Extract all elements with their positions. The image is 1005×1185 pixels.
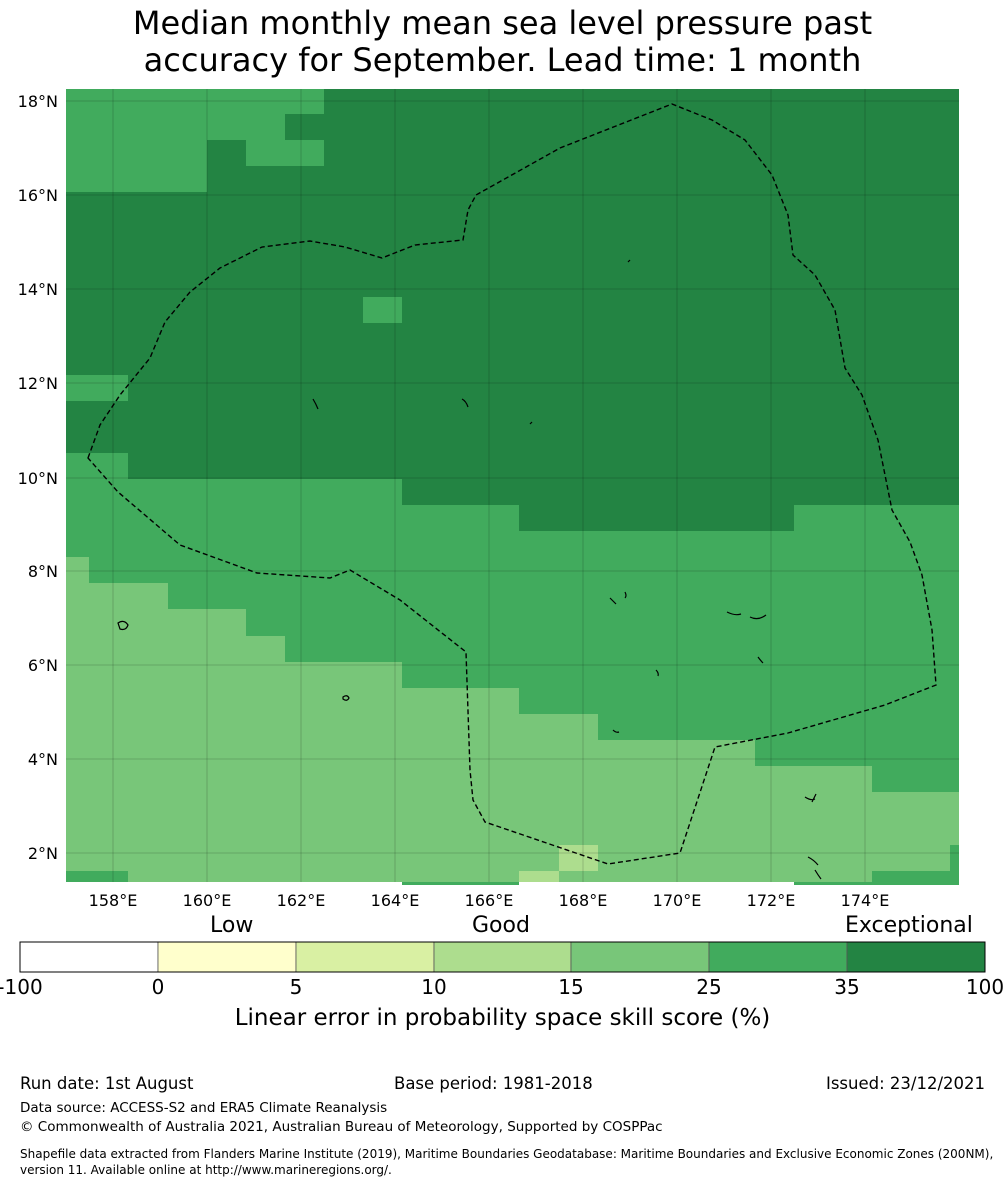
islands xyxy=(117,259,822,880)
latitude-label: 6°N xyxy=(28,656,58,675)
colorbar-segment xyxy=(295,941,435,973)
colorbar-tick: 100 xyxy=(965,975,1005,999)
latitude-labels: 18°N 16°N 14°N 12°N 10°N 8°N 6°N 4°N 2°N xyxy=(18,92,58,863)
skill-cell xyxy=(66,114,285,140)
longitude-label: 168°E xyxy=(559,891,608,910)
skill-cell xyxy=(285,662,402,882)
skill-cell xyxy=(66,557,89,882)
colorbar-tick: 10 xyxy=(421,975,447,999)
shapefile-credit-2: version 11. Available online at http://w… xyxy=(20,1163,392,1177)
longitude-label: 172°E xyxy=(747,891,796,910)
colorbar-segment xyxy=(433,941,572,973)
latitude-label: 8°N xyxy=(28,562,58,581)
copyright: © Commonwealth of Australia 2021, Austra… xyxy=(20,1119,663,1135)
skill-cell xyxy=(519,871,559,882)
colorbar-label: Linear error in probability space skill … xyxy=(234,1005,771,1031)
colorbar-segment xyxy=(708,941,848,973)
latitude-label: 16°N xyxy=(18,186,58,205)
longitude-label: 160°E xyxy=(183,891,232,910)
skill-cell xyxy=(950,845,959,871)
skill-cell xyxy=(66,375,128,401)
title-line-1: Median monthly mean sea level pressure p… xyxy=(132,4,873,42)
longitude-labels: 158°E 160°E 162°E 164°E 166°E 168°E 170°E 172°E… xyxy=(89,891,890,910)
longitude-label: 158°E xyxy=(89,891,138,910)
run-date: Run date: 1st August xyxy=(20,1074,194,1093)
colorbar-segment xyxy=(846,941,986,973)
skill-cell xyxy=(246,140,324,166)
base-period: Base period: 1981-2018 xyxy=(394,1074,593,1093)
colorbar-segment xyxy=(157,941,297,973)
skill-cell xyxy=(755,766,872,882)
skill-cell xyxy=(872,792,959,845)
colorbar-tick: 15 xyxy=(558,975,584,999)
latitude-label: 18°N xyxy=(18,92,58,111)
data-source: Data source: ACCESS-S2 and ERA5 Climate … xyxy=(20,1100,388,1116)
shapefile-credit-1: Shapefile data extracted from Flanders M… xyxy=(20,1147,994,1161)
colorbar-segment xyxy=(570,941,710,973)
colorbar-category-good: Good xyxy=(472,913,530,938)
issued-date: Issued: 23/12/2021 xyxy=(825,1074,985,1093)
colorbar-category-exceptional: Exceptional xyxy=(845,913,973,938)
skill-cell xyxy=(402,688,519,882)
colorbar-category-low: Low xyxy=(210,913,254,938)
skill-cell xyxy=(66,871,128,882)
latitude-label: 2°N xyxy=(28,844,58,863)
colorbar-segment xyxy=(19,941,159,973)
latitude-label: 10°N xyxy=(18,469,58,488)
colorbar-frame xyxy=(19,941,986,973)
latitude-label: 14°N xyxy=(18,280,58,299)
colorbar-tick: 35 xyxy=(834,975,860,999)
colorbar-tick: -100 xyxy=(0,975,43,999)
longitude-label: 162°E xyxy=(277,891,326,910)
skill-raster xyxy=(66,89,959,885)
latitude-label: 12°N xyxy=(18,374,58,393)
skill-cell xyxy=(66,140,207,192)
colorbar-tick: 5 xyxy=(289,975,303,999)
skill-cell xyxy=(246,636,285,882)
skill-cell xyxy=(363,297,402,323)
skill-cell xyxy=(911,871,959,882)
skill-cell xyxy=(66,89,324,114)
skill-cell xyxy=(598,740,755,882)
longitude-label: 174°E xyxy=(841,891,890,910)
graticule xyxy=(66,89,959,882)
longitude-label: 170°E xyxy=(653,891,702,910)
colorbar-tick: 25 xyxy=(696,975,722,999)
skill-cell xyxy=(168,609,246,882)
skill-cell xyxy=(89,583,168,882)
eez-boundary xyxy=(87,103,937,865)
skill-cell xyxy=(872,845,950,871)
longitude-label: 166°E xyxy=(465,891,514,910)
latitude-label: 4°N xyxy=(28,750,58,769)
longitude-label: 164°E xyxy=(371,891,420,910)
colorbar xyxy=(19,941,986,973)
colorbar-tick: 0 xyxy=(151,975,165,999)
skill-cell xyxy=(66,453,128,479)
title-line-2: accuracy for September. Lead time: 1 mon… xyxy=(143,41,862,79)
